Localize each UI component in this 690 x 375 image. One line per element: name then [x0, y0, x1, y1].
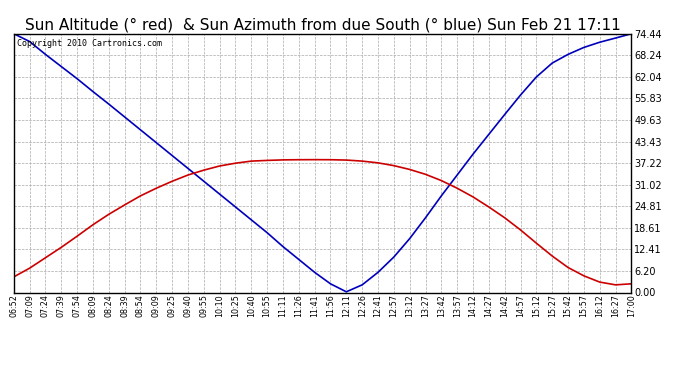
Text: Copyright 2010 Cartronics.com: Copyright 2010 Cartronics.com [17, 39, 162, 48]
Title: Sun Altitude (° red)  & Sun Azimuth from due South (° blue) Sun Feb 21 17:11: Sun Altitude (° red) & Sun Azimuth from … [25, 18, 620, 33]
